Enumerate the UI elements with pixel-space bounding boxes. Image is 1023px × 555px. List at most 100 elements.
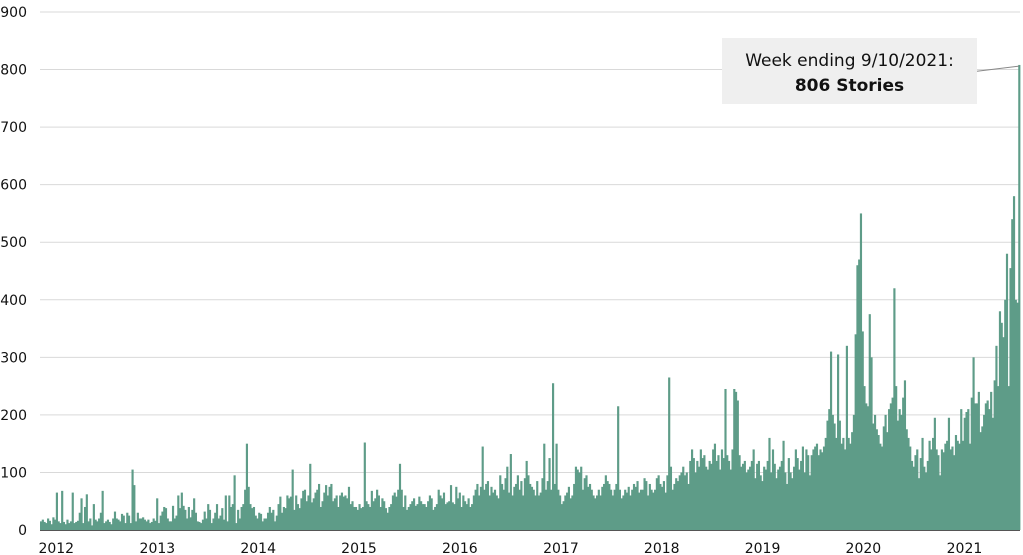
bar [824, 437, 827, 530]
bar [170, 521, 173, 530]
bar [699, 449, 702, 530]
bar [339, 495, 342, 530]
bar [782, 440, 785, 530]
bar [458, 492, 461, 530]
bar [551, 383, 555, 530]
bar [384, 508, 388, 530]
bar [238, 518, 241, 530]
bar [617, 406, 620, 530]
bar [624, 489, 627, 530]
x-tick-label: 2017 [543, 541, 579, 555]
bar [817, 455, 820, 530]
bar [597, 489, 600, 530]
bar [734, 391, 738, 530]
bar [821, 452, 824, 530]
y-axis-tick-labels: 0 100 200 300 400 500 600 700 800 900 [0, 5, 27, 539]
y-tick-label: 300 [0, 350, 27, 366]
bar [150, 521, 153, 530]
bar [48, 520, 51, 530]
bar [388, 506, 391, 530]
x-tick-label: 2021 [947, 541, 983, 555]
bar [268, 506, 271, 530]
bar [270, 512, 273, 530]
bar [289, 496, 292, 530]
bar [522, 495, 525, 530]
bar [603, 483, 606, 530]
bar [794, 449, 797, 530]
bar [59, 523, 62, 530]
bar [949, 449, 952, 530]
bar [963, 417, 966, 530]
bar [451, 502, 454, 530]
bar [615, 483, 618, 530]
bar [157, 523, 161, 530]
bar [770, 472, 773, 530]
bar [66, 519, 69, 530]
bar [99, 512, 102, 530]
bar [425, 506, 428, 530]
bar [427, 501, 430, 530]
bar [80, 498, 83, 530]
bar [840, 443, 843, 530]
bar [632, 483, 636, 530]
bar [738, 455, 741, 530]
bar [163, 506, 166, 530]
bar [511, 495, 514, 530]
bar [122, 515, 125, 530]
bar [754, 478, 757, 530]
bar [397, 489, 400, 530]
bar [298, 508, 301, 530]
bar [55, 492, 58, 530]
bar [407, 506, 410, 530]
bar [376, 489, 379, 530]
bar [555, 443, 558, 530]
bar [694, 472, 697, 530]
bar [896, 420, 899, 530]
bar [569, 498, 572, 530]
bar [921, 437, 924, 530]
bar [970, 397, 973, 530]
bar [455, 486, 458, 530]
y-tick-label: 400 [0, 293, 27, 309]
bar [135, 521, 138, 530]
bar [1002, 337, 1005, 530]
bar [222, 519, 226, 530]
bar [631, 489, 634, 530]
bar [293, 509, 296, 530]
bar [78, 512, 81, 530]
bar [244, 489, 247, 530]
bar [546, 481, 549, 530]
bar [847, 437, 850, 530]
bar [189, 517, 192, 530]
bar [126, 512, 129, 530]
bar [683, 475, 687, 530]
bar [639, 489, 643, 530]
x-tick-label: 2016 [442, 541, 478, 555]
bar [120, 513, 124, 530]
bar [456, 498, 460, 530]
bar [647, 495, 650, 530]
bar [196, 521, 199, 530]
bar [676, 481, 680, 530]
bar [838, 420, 841, 530]
bar [215, 504, 219, 530]
bar [430, 498, 433, 530]
bar [1009, 268, 1012, 530]
bar [606, 481, 609, 530]
bar [91, 525, 94, 530]
bar [71, 492, 74, 530]
bar [133, 485, 136, 530]
bar [423, 504, 426, 530]
bar [207, 504, 210, 530]
bar [590, 489, 593, 530]
bar [910, 460, 914, 530]
bar [266, 512, 270, 530]
bar [252, 506, 256, 530]
bar [219, 515, 222, 530]
bar [499, 475, 502, 530]
bar [872, 423, 875, 530]
bar [613, 489, 616, 530]
bar [1016, 302, 1019, 530]
bar [317, 483, 321, 530]
bar [627, 486, 630, 530]
